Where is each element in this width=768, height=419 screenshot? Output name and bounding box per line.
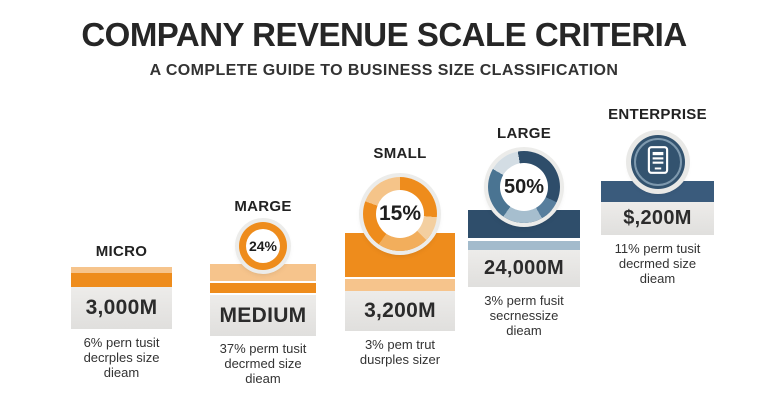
large-desc-line-1: 3% perm fusit bbox=[484, 293, 564, 308]
column-enterprise-label: ENTERPRISE bbox=[608, 106, 707, 123]
column-small: SMALL 15% 3,200M 3% pem trut dusrples si… bbox=[345, 0, 455, 419]
column-micro-label: MICRO bbox=[95, 243, 148, 260]
small-donut-15pct: 15% bbox=[363, 177, 437, 251]
page-title: COMPANY REVENUE SCALE CRITERIA bbox=[81, 16, 687, 53]
enterprise-desc-line-3: dieam bbox=[639, 271, 676, 286]
marge-value-box: MEDIUM bbox=[210, 295, 316, 336]
marge-desc-line-1: 37% perm tusit bbox=[219, 341, 307, 356]
marge-desc-line-2: decrmed size bbox=[224, 356, 302, 371]
large-donut-50pct: 50% bbox=[488, 151, 560, 223]
enterprise-navy-bar bbox=[601, 181, 714, 202]
column-large-label: LARGE bbox=[497, 125, 551, 142]
micro-orange-bar bbox=[71, 273, 172, 287]
marge-desc-line-3: dieam bbox=[245, 371, 281, 386]
micro-desc-line-2: decrples size bbox=[83, 350, 160, 365]
large-desc-line-3: dieam bbox=[506, 323, 542, 338]
micro-description: 6% pern tusit decrples size dieam bbox=[57, 335, 186, 380]
column-marge-label: MARGE bbox=[234, 198, 292, 215]
column-large: LARGE 50% 24,000M 3% perm fusit secrness… bbox=[468, 0, 580, 419]
enterprise-desc-line-1: 11% perm tusit bbox=[614, 241, 701, 256]
page-subtitle: A COMPLETE GUIDE TO BUSINESS SIZE CLASSI… bbox=[149, 62, 619, 79]
marge-description: 37% perm tusit decrmed size dieam bbox=[196, 341, 330, 386]
large-value-box: 24,000M bbox=[468, 250, 580, 287]
small-desc-line-1: 3% pem trut bbox=[364, 337, 436, 352]
large-lightblue-strip bbox=[468, 241, 580, 250]
micro-desc-line-3: dieam bbox=[103, 365, 140, 380]
small-light-strip bbox=[345, 279, 455, 291]
small-value-box: 3,200M bbox=[345, 291, 455, 331]
enterprise-icon-circle bbox=[630, 135, 685, 189]
micro-desc-line-1: 6% pern tusit bbox=[83, 335, 160, 350]
small-donut-value: 15% bbox=[376, 190, 424, 238]
micro-light-strip bbox=[71, 267, 172, 273]
column-micro: MICRO 3,000M 6% pern tusit decrples size… bbox=[71, 0, 172, 419]
enterprise-icon-inner-ring bbox=[633, 138, 682, 186]
enterprise-description: 11% perm tusit decrmed size dieam bbox=[587, 241, 728, 286]
enterprise-desc-line-2: decrmed size bbox=[618, 256, 697, 271]
marge-light-block bbox=[210, 264, 316, 281]
large-description: 3% perm fusit secrnessize dieam bbox=[454, 293, 594, 338]
small-desc-line-2: dusrples sizer bbox=[359, 352, 441, 367]
column-enterprise: ENTERPRISE $,200M 11% perm tusit decrmed… bbox=[601, 0, 714, 419]
small-description: 3% pem trut dusrples sizer bbox=[331, 337, 469, 367]
large-donut-value: 50% bbox=[500, 163, 548, 211]
marge-donut-24pct: 24% bbox=[239, 222, 287, 270]
column-small-label: SMALL bbox=[373, 145, 427, 162]
large-desc-line-2: secrnessize bbox=[489, 308, 559, 323]
micro-value-box: 3,000M bbox=[71, 287, 172, 329]
marge-donut-value: 24% bbox=[246, 229, 280, 263]
column-marge: MARGE 24% MEDIUM 37% perm tusit decrmed … bbox=[210, 0, 316, 419]
marge-orange-strip bbox=[210, 283, 316, 293]
enterprise-value-box: $,200M bbox=[601, 202, 714, 235]
